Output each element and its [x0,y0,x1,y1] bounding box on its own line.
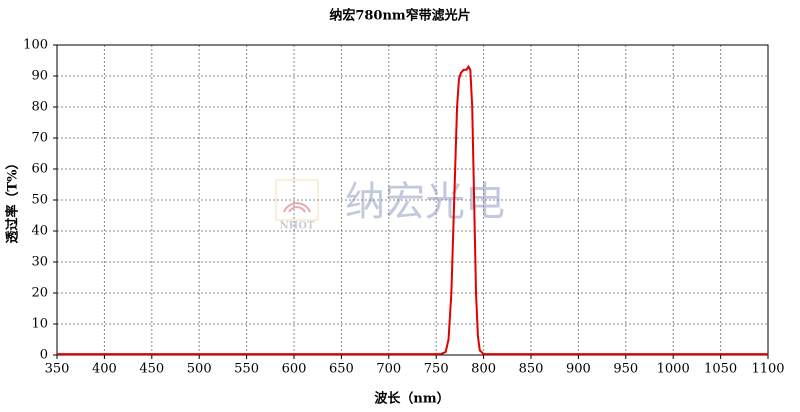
x-tick-label: 1000 [657,362,690,377]
y-tick-label: 40 [31,224,48,239]
y-tick-label: 100 [23,38,48,53]
x-tick-label: 850 [519,362,544,377]
y-tick-label: 0 [40,348,48,363]
x-tick-label: 750 [424,362,449,377]
x-tick-label: 800 [471,362,496,377]
y-axis-label: 透过率（T%） [5,156,21,243]
y-tick-label: 20 [31,286,48,301]
chart-title: 纳宏780nm窄带滤光片 [329,8,470,24]
x-tick-label: 1100 [751,362,784,377]
watermark: NHOT 纳宏光电 [275,179,505,232]
x-tick-label: 400 [92,362,117,377]
x-tick-label: 650 [329,362,354,377]
x-tick-label: 900 [566,362,591,377]
x-tick-label: 500 [187,362,212,377]
x-tick-label: 600 [282,362,307,377]
y-tick-label: 80 [31,100,48,115]
x-axis-label: 波长（nm） [374,391,449,407]
watermark-logo: NHOT [280,221,315,232]
x-tick-label: 700 [376,362,401,377]
watermark-text: 纳宏光电 [345,179,505,225]
x-tick-label: 950 [613,362,638,377]
data-line [57,64,768,356]
x-tick-label: 1050 [704,362,737,377]
y-tick-label: 90 [31,69,48,84]
x-tick-label: 550 [234,362,259,377]
y-tick-label: 50 [31,193,48,208]
logo-arcs [283,202,311,213]
y-tick-label: 10 [31,317,48,332]
y-tick-label: 70 [31,131,48,146]
x-tick-label: 450 [139,362,164,377]
y-tick-label: 60 [31,162,48,177]
x-tick-label: 350 [45,362,70,377]
y-tick-label: 30 [31,255,48,270]
